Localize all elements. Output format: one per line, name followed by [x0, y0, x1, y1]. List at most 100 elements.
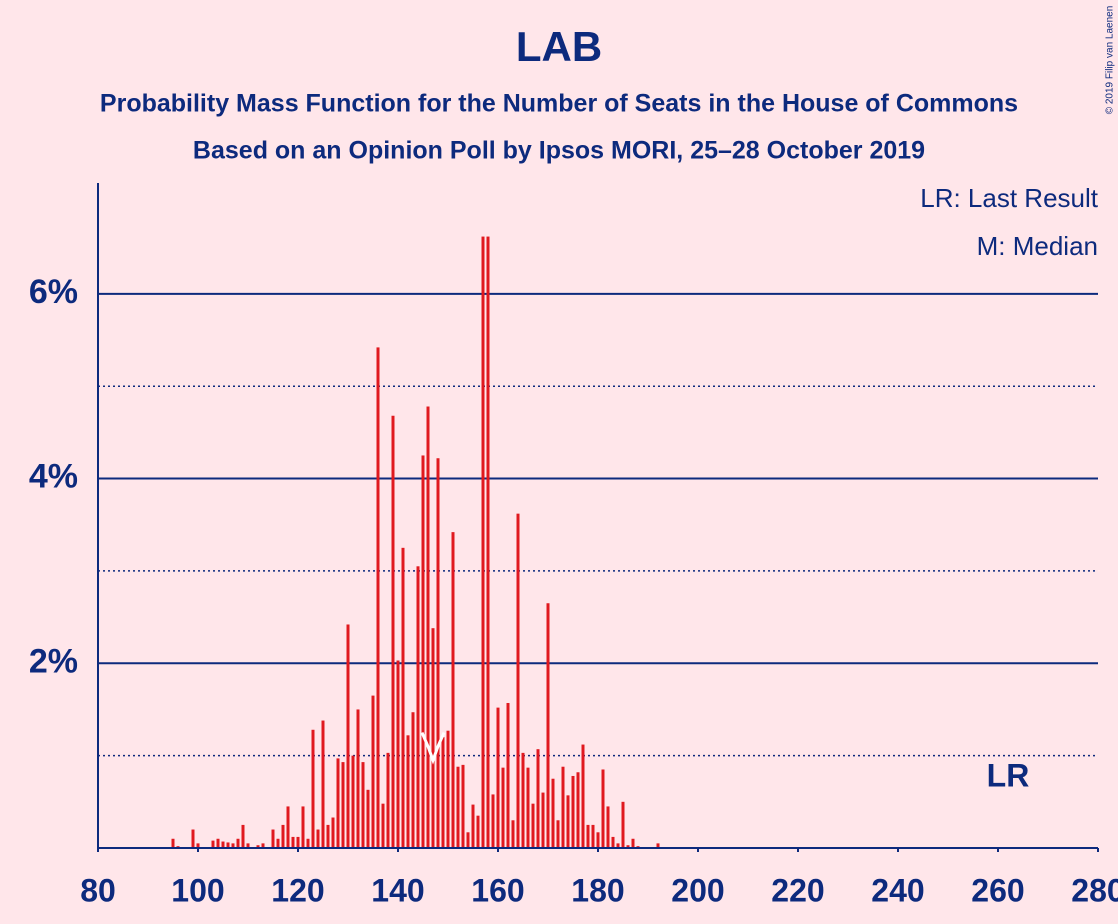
- bar: [351, 755, 355, 848]
- bar: [321, 720, 325, 848]
- bar: [436, 458, 440, 848]
- copyright: © 2019 Filip van Laenen: [1105, 6, 1116, 115]
- median-marker: [420, 731, 446, 765]
- bar: [441, 737, 445, 848]
- bar: [481, 236, 485, 848]
- bar: [546, 603, 550, 848]
- bar: [556, 820, 560, 848]
- bar: [391, 415, 395, 848]
- bar: [211, 840, 215, 848]
- bar: [241, 824, 245, 848]
- bar: [486, 236, 490, 848]
- bar: [591, 824, 595, 848]
- bar: [511, 820, 515, 848]
- bar: [416, 566, 420, 848]
- bar: [501, 767, 505, 848]
- last-result-label: LR: [987, 757, 1030, 793]
- x-tick-label: 200: [671, 872, 724, 908]
- bar: [566, 795, 570, 848]
- bar: [656, 843, 660, 848]
- legend-text: LR: Last Result: [920, 183, 1099, 213]
- bar: [551, 778, 555, 848]
- bar: [561, 766, 565, 848]
- bar: [366, 789, 370, 848]
- bar: [621, 801, 625, 848]
- bar: [386, 752, 390, 848]
- bar: [536, 749, 540, 848]
- bar: [431, 628, 435, 848]
- bar: [191, 829, 195, 848]
- bar: [576, 772, 580, 848]
- bar: [271, 829, 275, 848]
- bar: [541, 792, 545, 848]
- bar: [226, 842, 230, 848]
- bar: [376, 347, 380, 848]
- bar: [471, 804, 475, 848]
- x-tick-label: 120: [271, 872, 324, 908]
- bar: [516, 513, 520, 848]
- bar: [286, 806, 290, 848]
- bar: [411, 712, 415, 848]
- bar: [446, 730, 450, 848]
- bar: [461, 764, 465, 848]
- bar: [506, 702, 510, 848]
- bar: [296, 836, 300, 848]
- bar: [631, 838, 635, 848]
- bar: [281, 824, 285, 848]
- bar: [606, 806, 610, 848]
- bar: [626, 845, 630, 848]
- bar: [246, 843, 250, 848]
- bar: [491, 794, 495, 848]
- bar: [301, 806, 305, 848]
- x-tick-label: 220: [771, 872, 824, 908]
- bar: [596, 832, 600, 848]
- bar: [326, 824, 330, 848]
- bar: [261, 843, 265, 848]
- y-tick-label: 6%: [29, 273, 78, 311]
- bar: [236, 838, 240, 848]
- bar: [361, 762, 365, 848]
- bar: [276, 838, 280, 848]
- bar: [221, 841, 225, 848]
- bar: [466, 832, 470, 848]
- bar: [526, 767, 530, 848]
- legend-text: M: Median: [977, 231, 1098, 261]
- bar: [601, 769, 605, 848]
- bar: [586, 824, 590, 848]
- x-tick-label: 80: [80, 872, 116, 908]
- bar: [311, 729, 315, 848]
- bar: [171, 838, 175, 848]
- bar: [306, 838, 310, 848]
- x-tick-label: 280: [1071, 872, 1118, 908]
- bar: [611, 836, 615, 848]
- bar: [256, 845, 260, 848]
- x-tick-label: 100: [171, 872, 224, 908]
- bar: [406, 735, 410, 848]
- chart-title: LAB: [516, 23, 602, 70]
- x-tick-label: 180: [571, 872, 624, 908]
- x-tick-label: 240: [871, 872, 924, 908]
- x-tick-label: 160: [471, 872, 524, 908]
- bar: [496, 707, 500, 848]
- bar: [426, 406, 430, 848]
- bar: [581, 744, 585, 848]
- y-tick-label: 4%: [29, 458, 78, 496]
- bar: [381, 803, 385, 848]
- bar: [616, 843, 620, 848]
- chart-subtitle: Probability Mass Function for the Number…: [100, 90, 1018, 118]
- bar: [231, 843, 235, 848]
- chart-subtitle: Based on an Opinion Poll by Ipsos MORI, …: [193, 137, 925, 165]
- bar: [571, 775, 575, 848]
- bar: [531, 803, 535, 848]
- bar: [401, 547, 405, 848]
- bar: [341, 762, 345, 848]
- bar: [291, 836, 295, 848]
- bar: [456, 766, 460, 848]
- bar: [396, 660, 400, 848]
- y-tick-label: 2%: [29, 642, 78, 680]
- bar: [371, 695, 375, 848]
- bar: [521, 752, 525, 848]
- bar: [331, 817, 335, 848]
- x-tick-label: 260: [971, 872, 1024, 908]
